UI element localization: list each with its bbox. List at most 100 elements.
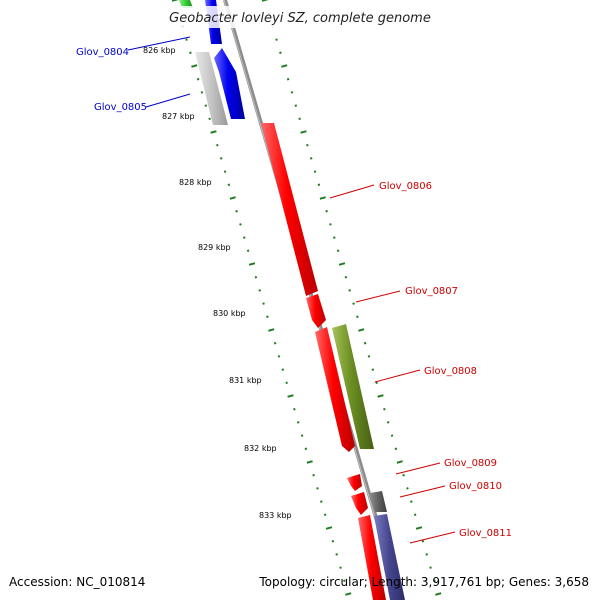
tick-left xyxy=(325,526,333,530)
tick-right xyxy=(290,91,294,94)
tick-left xyxy=(248,262,256,266)
tick-right xyxy=(406,487,409,490)
tick-right xyxy=(261,0,269,2)
tick-left xyxy=(254,275,258,279)
tick-left xyxy=(277,355,281,358)
tick-right xyxy=(363,341,367,345)
tick-right xyxy=(352,302,355,305)
tick-right xyxy=(317,183,321,187)
gene-label-glov-0806[interactable]: Glov_0806 xyxy=(379,181,432,192)
gene-label-glov-0811[interactable]: Glov_0811 xyxy=(459,528,512,539)
tick-right xyxy=(300,130,307,134)
gene-glov-0811[interactable] xyxy=(374,514,405,600)
tick-right xyxy=(281,64,288,68)
tick-left xyxy=(300,434,304,437)
tick-right xyxy=(319,196,326,200)
tick-left xyxy=(323,513,327,517)
kbp-label: 829 kbp xyxy=(198,243,231,252)
tick-right xyxy=(275,38,278,41)
tick-left xyxy=(345,592,352,596)
tick-left xyxy=(316,487,319,490)
tick-left xyxy=(185,38,188,41)
tick-left xyxy=(219,157,223,160)
tick-left xyxy=(281,368,285,371)
gene-leader-lines xyxy=(127,36,456,544)
tick-left xyxy=(204,104,208,107)
tick-left xyxy=(285,381,288,385)
tick-right xyxy=(415,526,423,530)
tick-right xyxy=(286,77,290,81)
tick-right xyxy=(402,473,405,477)
tick-left xyxy=(268,328,275,332)
kbp-label: 830 kbp xyxy=(213,309,246,318)
gene-glov-0805-gray[interactable] xyxy=(195,52,228,125)
gene-glov-0806[interactable] xyxy=(261,123,318,296)
gene-glov-0808-red[interactable] xyxy=(315,327,355,452)
gene-red-bottom[interactable] xyxy=(358,515,386,600)
tick-right xyxy=(383,407,386,411)
genome-summary-text: Topology: circular; Length: 3,917,761 bp… xyxy=(258,575,589,589)
tick-right xyxy=(356,315,359,319)
tick-right xyxy=(344,275,348,279)
tick-left xyxy=(246,249,250,253)
accession-text: Accession: NC_010814 xyxy=(9,575,145,589)
gene-glov-0805[interactable] xyxy=(214,48,245,119)
tick-left xyxy=(335,553,338,556)
gene-label-glov-0804[interactable]: Glov_0804 xyxy=(76,47,129,58)
tick-left xyxy=(266,315,269,319)
gene-glov-0810-red[interactable] xyxy=(351,492,368,515)
tick-left xyxy=(296,421,300,424)
tick-left xyxy=(229,196,236,200)
tick-rulers xyxy=(171,0,442,596)
tick-left xyxy=(208,117,211,121)
tick-left xyxy=(306,460,313,464)
tick-right xyxy=(336,249,340,253)
tick-right xyxy=(390,434,394,437)
tick-right xyxy=(377,394,384,398)
tick-right xyxy=(375,381,378,385)
gene-label-glov-0805[interactable]: Glov_0805 xyxy=(94,102,147,113)
tick-left xyxy=(304,447,308,451)
gene-label-glov-0810[interactable]: Glov_0810 xyxy=(449,481,502,492)
tick-right xyxy=(371,368,375,371)
tick-right xyxy=(279,51,282,55)
gene-glov-0808[interactable] xyxy=(332,324,374,449)
tick-right xyxy=(429,566,432,569)
kbp-label: 833 kbp xyxy=(259,511,292,520)
gene-glov-0807[interactable] xyxy=(306,294,326,328)
tick-right xyxy=(367,355,371,358)
tick-right xyxy=(309,157,313,160)
tick-right xyxy=(413,513,417,517)
genes xyxy=(179,0,405,600)
tick-left xyxy=(227,183,231,187)
tick-left xyxy=(223,170,227,173)
tick-right xyxy=(421,539,425,543)
tick-right xyxy=(333,236,336,239)
gene-label-glov-0807[interactable]: Glov_0807 xyxy=(405,286,458,297)
title-backdrop xyxy=(160,6,450,28)
tick-right xyxy=(410,500,413,503)
tick-left xyxy=(320,500,323,503)
tick-left xyxy=(239,223,242,226)
tick-right xyxy=(433,579,436,583)
tick-right xyxy=(298,117,301,121)
gene-glov-0810[interactable] xyxy=(370,491,387,512)
gene-glov-0809[interactable] xyxy=(347,474,362,491)
tick-left xyxy=(196,77,200,81)
tick-left xyxy=(243,236,246,239)
tick-left xyxy=(189,51,192,55)
gene-label-glov-0808[interactable]: Glov_0808 xyxy=(424,366,477,377)
gene-label-glov-0809[interactable]: Glov_0809 xyxy=(444,458,497,469)
tick-left xyxy=(312,473,315,477)
tick-left xyxy=(273,341,277,345)
tick-right xyxy=(294,104,298,107)
tick-left xyxy=(258,289,261,292)
tick-left xyxy=(293,407,296,411)
tick-left xyxy=(262,302,265,305)
kbp-label: 826 kbp xyxy=(143,46,176,55)
kbp-label: 827 kbp xyxy=(162,112,195,121)
tick-left xyxy=(343,579,346,583)
tick-left xyxy=(191,64,198,68)
tick-right xyxy=(338,262,346,266)
